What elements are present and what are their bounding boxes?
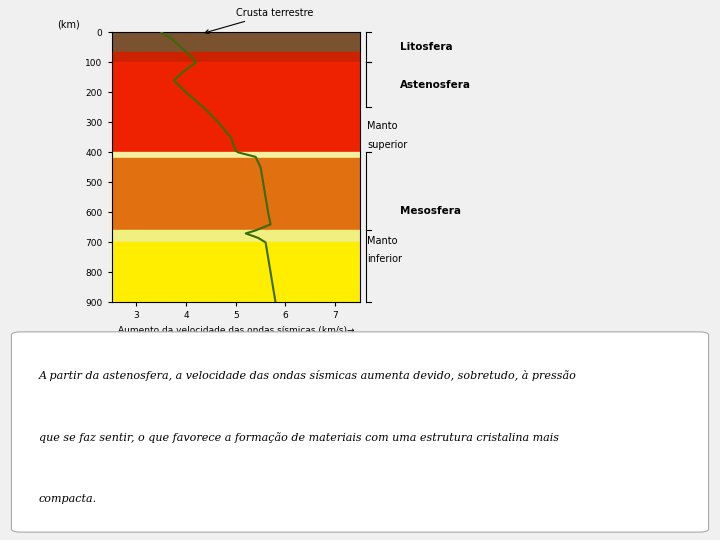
Text: Manto: Manto (367, 236, 397, 246)
Text: A partir da astenosfera, a velocidade das ondas sísmicas aumenta devido, sobretu: A partir da astenosfera, a velocidade da… (39, 370, 577, 381)
Text: Litosfera: Litosfera (400, 43, 452, 52)
Text: Crusta terrestre: Crusta terrestre (205, 8, 313, 33)
Text: que se faz sentir, o que favorece a formação de materiais com uma estrutura cris: que se faz sentir, o que favorece a form… (39, 432, 559, 443)
Text: Manto: Manto (367, 121, 397, 131)
X-axis label: Aumento da velocidade das ondas sísmicas (km/s)→: Aumento da velocidade das ondas sísmicas… (117, 326, 354, 335)
Text: (km): (km) (57, 19, 80, 30)
FancyBboxPatch shape (12, 332, 708, 532)
Text: Mesosfera: Mesosfera (400, 206, 461, 216)
Text: Astenosfera: Astenosfera (400, 80, 471, 90)
Text: compacta.: compacta. (39, 494, 96, 504)
Text: superior: superior (367, 140, 408, 150)
Text: inferior: inferior (367, 254, 402, 264)
